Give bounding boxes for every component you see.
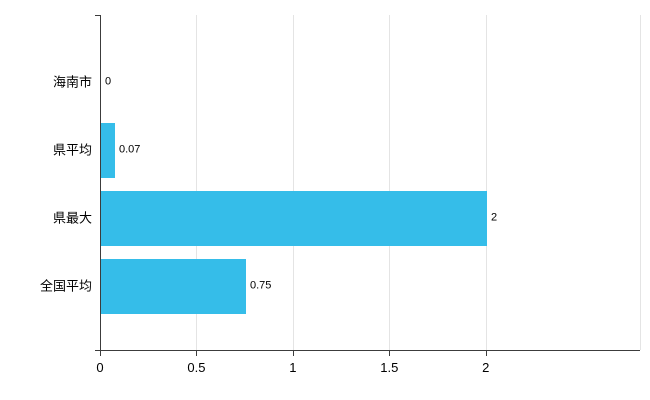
- x-tick-mark: [196, 351, 198, 356]
- x-tick-mark: [100, 351, 101, 356]
- value-label: 0: [105, 75, 112, 88]
- category-label: 海南市: [52, 74, 92, 90]
- x-axis-line: [95, 350, 640, 351]
- x-tick-label: 2: [482, 360, 490, 375]
- y-axis-line: [100, 15, 101, 351]
- category-label: 県平均: [52, 142, 92, 158]
- x-tick-mark: [292, 351, 294, 356]
- x-tick-label: 0.5: [187, 360, 206, 375]
- y-axis-top-tick: [95, 15, 100, 16]
- bar: [101, 190, 487, 246]
- grid-line: [196, 15, 198, 350]
- bar: [101, 122, 115, 178]
- grid-line: [485, 15, 487, 350]
- category-label: 全国平均: [39, 278, 92, 294]
- x-tick-mark: [389, 351, 391, 356]
- x-tick-label: 1.5: [380, 360, 399, 375]
- grid-line: [292, 15, 294, 350]
- x-tick-mark: [485, 351, 487, 356]
- value-label: 0.75: [250, 279, 272, 292]
- grid-line-right-edge: [640, 15, 641, 350]
- value-label: 0.07: [119, 143, 141, 156]
- category-label: 県最大: [52, 210, 92, 226]
- bar: [101, 258, 246, 314]
- x-tick-label: 0: [96, 360, 104, 375]
- x-tick-label: 1: [289, 360, 297, 375]
- grid-line: [389, 15, 391, 350]
- value-label: 2: [491, 211, 498, 224]
